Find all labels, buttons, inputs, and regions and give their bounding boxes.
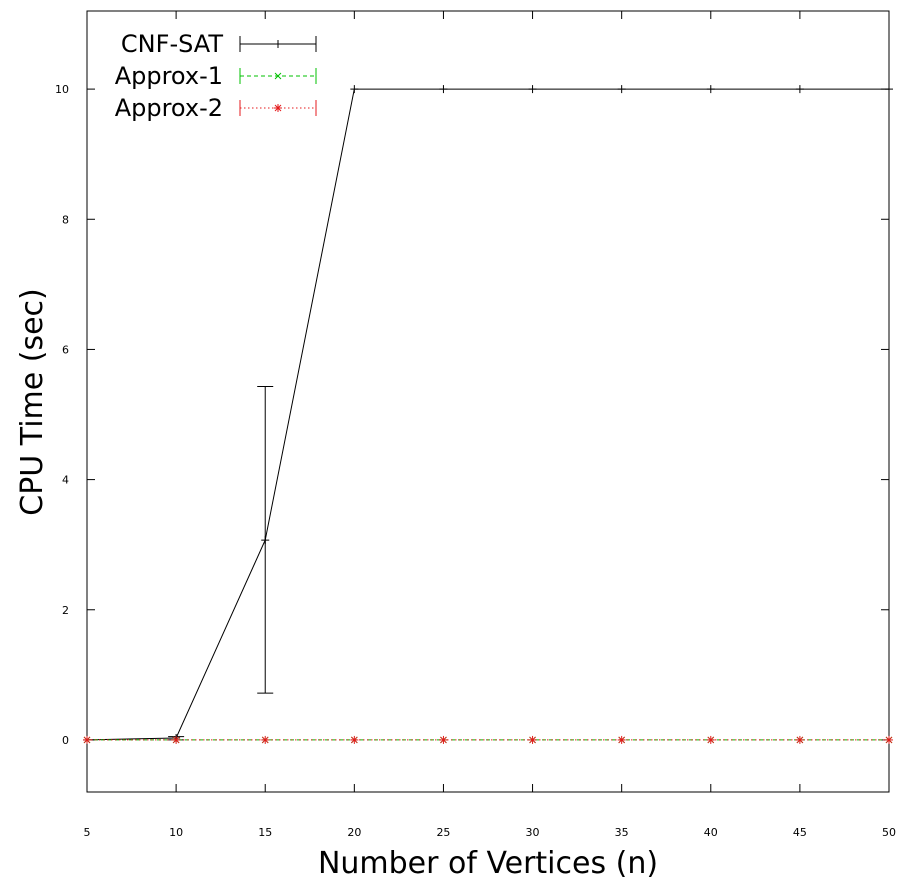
data-point xyxy=(172,736,180,744)
y-tick-label: 2 xyxy=(62,604,69,617)
x-tick-label: 20 xyxy=(347,826,361,839)
data-point xyxy=(529,736,536,744)
legend-item: Approx-1 xyxy=(115,62,317,90)
y-tick-label: 10 xyxy=(55,83,69,96)
x-tick-label: 50 xyxy=(882,826,896,839)
plot-frame xyxy=(86,10,890,793)
x-tick-label: 10 xyxy=(169,826,183,839)
x-tick-label: 15 xyxy=(258,826,272,839)
data-point xyxy=(618,736,626,744)
legend-marker xyxy=(274,72,282,80)
x-tick-label: 25 xyxy=(436,826,450,839)
x-tick-label: 40 xyxy=(704,826,718,839)
x-tick-label: 35 xyxy=(615,826,629,839)
series-approx-2 xyxy=(83,735,893,744)
legend-marker xyxy=(274,104,282,112)
legend-item: CNF-SAT xyxy=(121,30,317,58)
data-point xyxy=(440,736,447,744)
data-point xyxy=(350,736,358,744)
y-tick-label: 8 xyxy=(62,213,69,226)
legend-label: Approx-2 xyxy=(115,94,223,122)
legend: CNF-SAT Approx-1 Approx-2 xyxy=(115,30,317,122)
data-point xyxy=(707,736,715,744)
legend-label: Approx-1 xyxy=(115,62,223,90)
legend-item: Approx-2 xyxy=(115,94,317,122)
y-axis-title: CPU Time (sec) xyxy=(15,288,50,515)
series-cnf-sat xyxy=(83,85,893,744)
y-tick-label: 0 xyxy=(62,734,69,747)
data-point xyxy=(885,736,893,744)
data-point xyxy=(261,736,269,744)
y-tick-label: 4 xyxy=(62,474,69,487)
x-tick-label: 30 xyxy=(526,826,540,839)
x-tick-label: 45 xyxy=(793,826,807,839)
data-point xyxy=(796,736,804,744)
legend-label: CNF-SAT xyxy=(121,30,223,58)
x-axis-title: Number of Vertices (n) xyxy=(318,846,658,881)
series-line xyxy=(86,88,889,741)
series-layer xyxy=(83,85,893,744)
x-tick-label: 5 xyxy=(84,826,91,839)
y-tick-label: 6 xyxy=(62,343,69,356)
data-point xyxy=(83,736,91,744)
axis-ticks: 0 2 4 6 8 10 5 10 15 20 25 30 35 40 45 50 xyxy=(55,11,896,839)
